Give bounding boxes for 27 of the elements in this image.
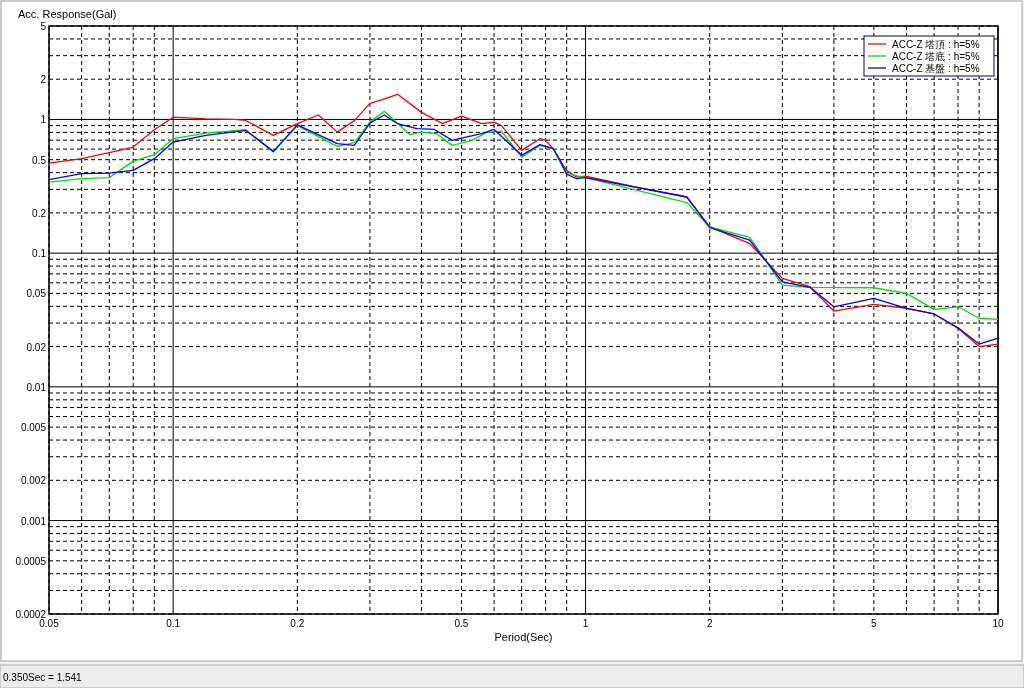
y-tick-label: 0.02	[26, 341, 47, 353]
y-tick-label: 0.0005	[15, 555, 47, 567]
y-tick-label: 0.05	[26, 288, 47, 300]
y-tick-label: 0.002	[20, 475, 47, 487]
y-tick-label: 0.0002	[15, 609, 47, 620]
y-tick-label: 2	[40, 74, 47, 86]
legend-label: ACC-Z 基盤 : h=5%	[892, 63, 980, 74]
x-tick-label: 10	[992, 618, 1004, 629]
y-tick-label: 0.005	[20, 422, 47, 434]
x-axis-title: Period(Sec)	[494, 631, 553, 643]
x-tick-label: 0.2	[290, 618, 305, 629]
y-axis-title: Acc. Response(Gal)	[18, 8, 117, 20]
text: 0.350Sec = 1.541	[3, 672, 83, 683]
x-tick-label: 5	[871, 618, 878, 629]
x-tick-label: 1	[582, 618, 589, 629]
legend-label: ACC-Z 塔頂 : h=5%	[892, 39, 980, 50]
x-tick-label: 2	[706, 618, 713, 629]
x-tick-label: 0.1	[166, 618, 181, 629]
y-tick-label: 0.01	[26, 381, 47, 393]
y-tick-label: 0.5	[32, 154, 47, 166]
x-tick-label: 0.5	[454, 618, 469, 629]
y-tick-label: 1	[40, 114, 47, 126]
legend-label: ACC-Z 塔底 : h=5%	[892, 51, 980, 62]
y-tick-label: 0.001	[20, 515, 47, 527]
y-tick-label: 5	[40, 21, 47, 32]
y-tick-label: 0.2	[32, 207, 47, 219]
y-tick-label: 0.1	[32, 248, 47, 260]
